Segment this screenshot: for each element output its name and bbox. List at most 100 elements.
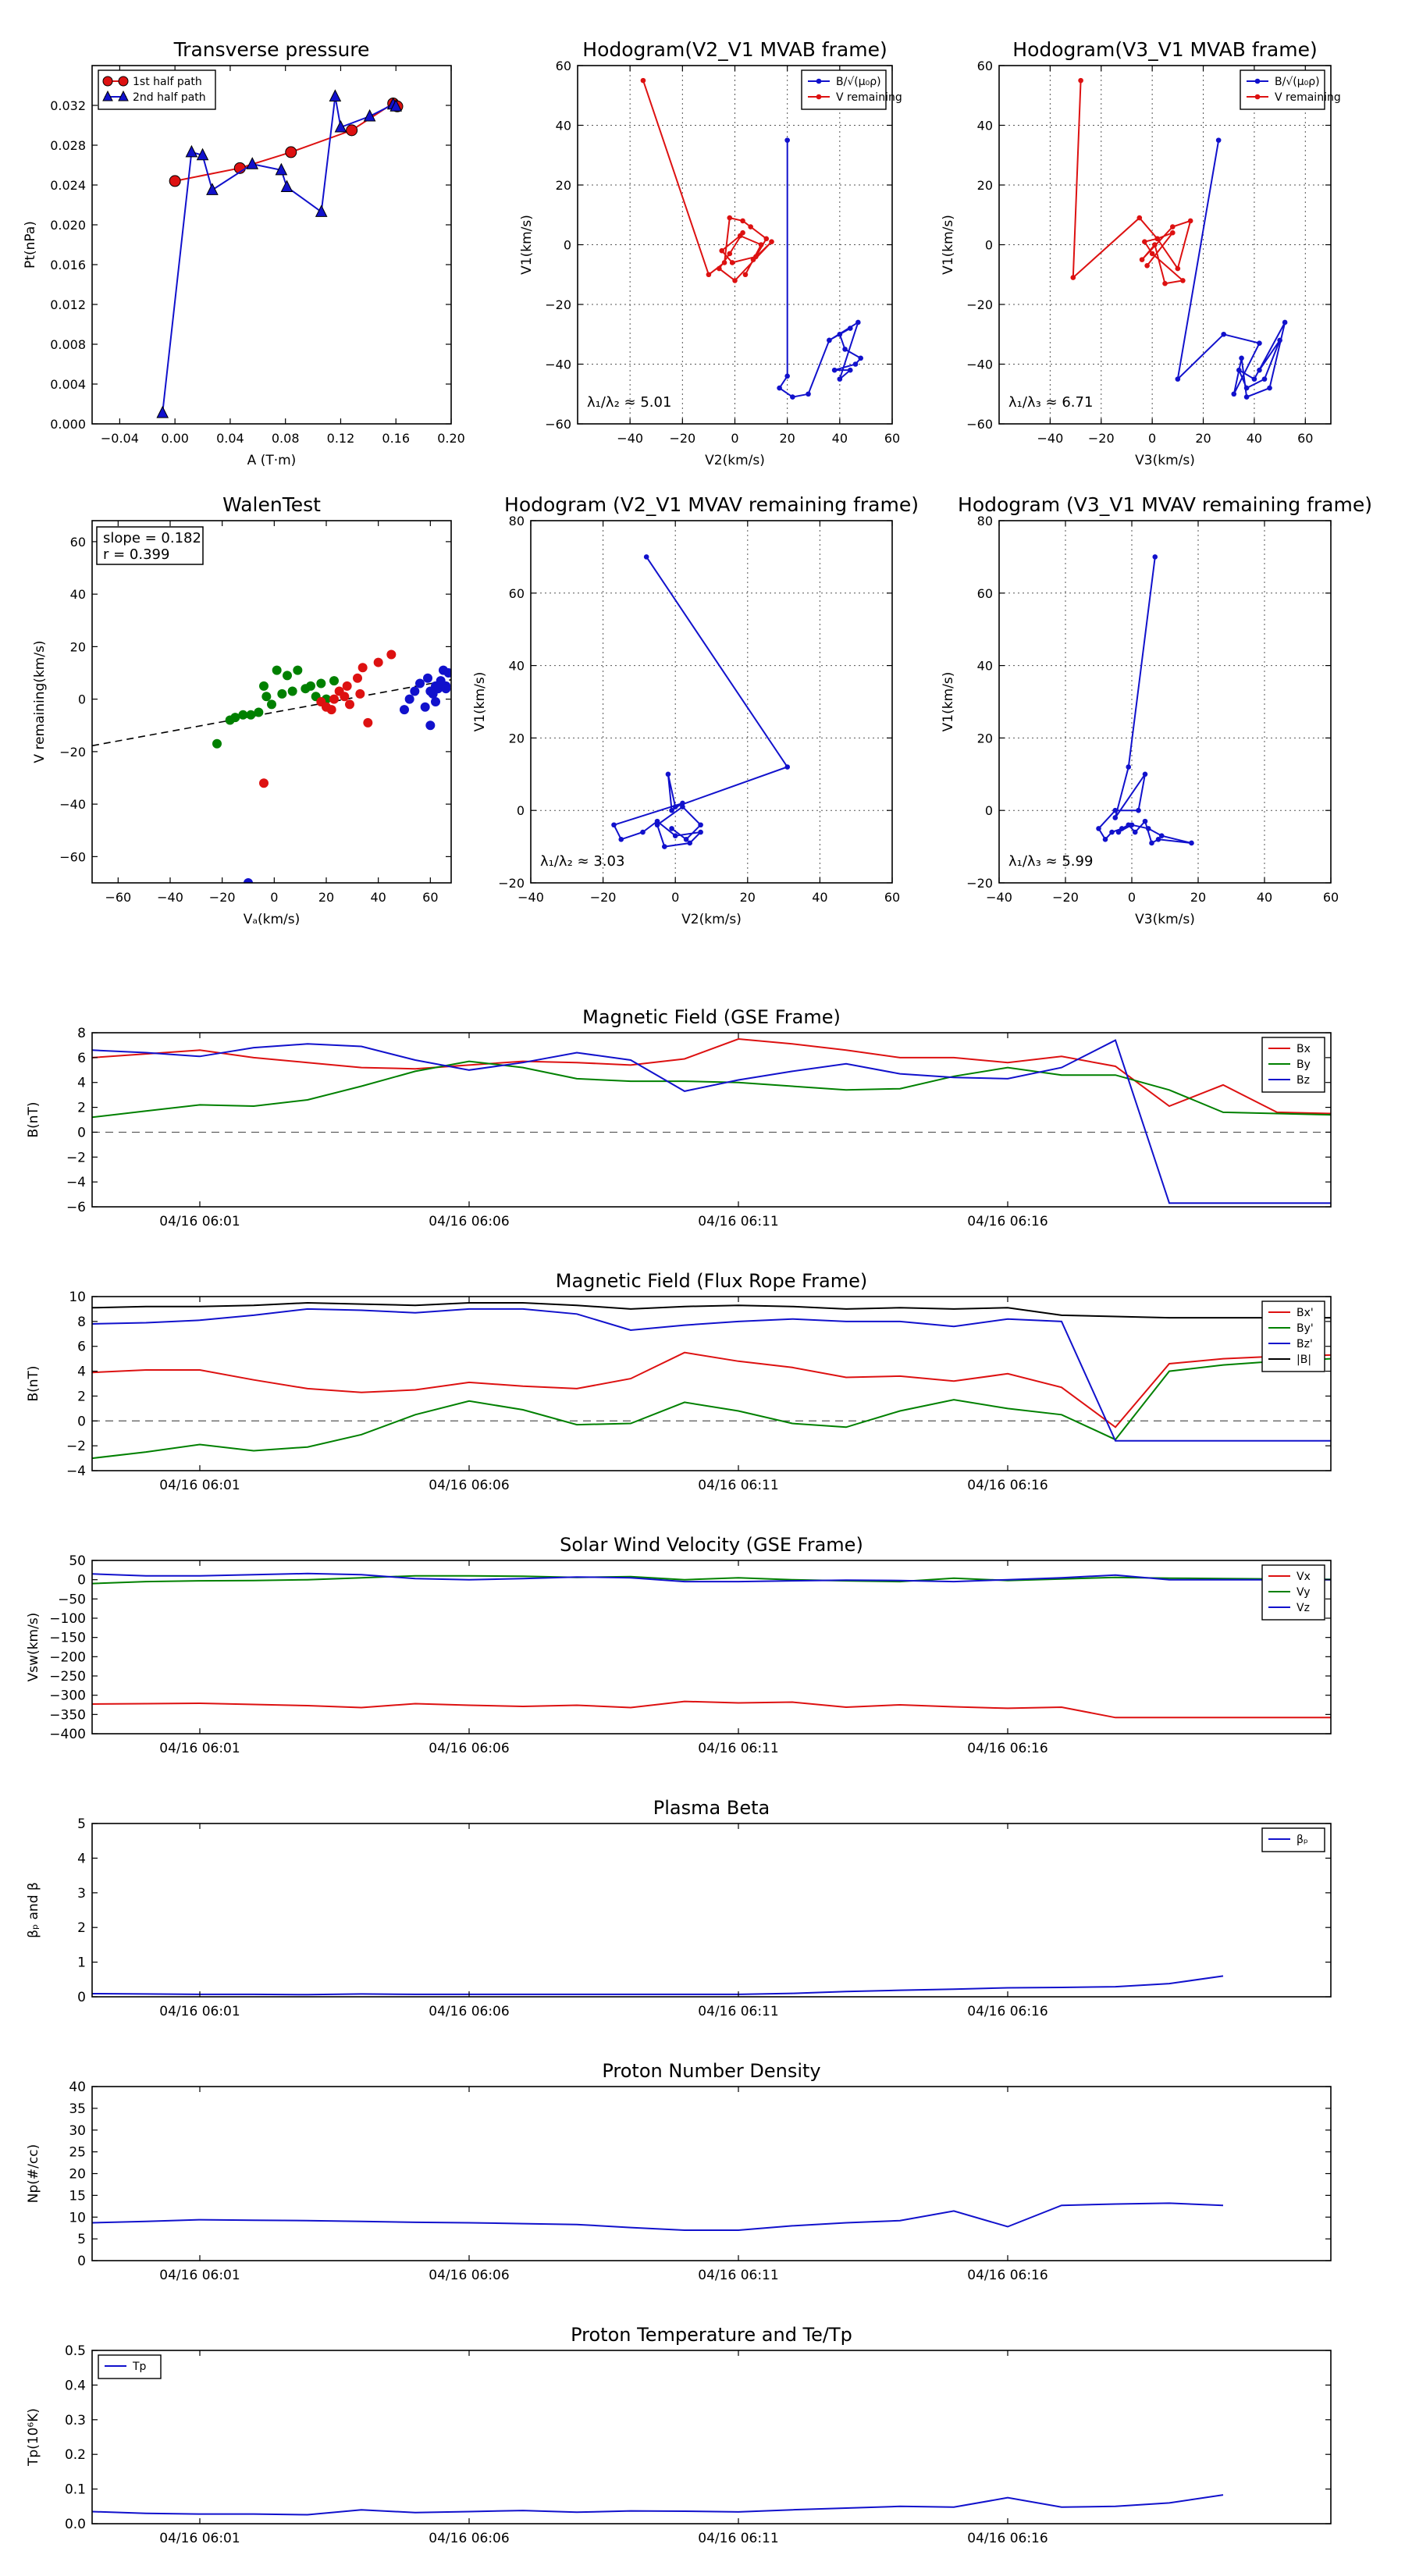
legend: Bx By Bz (1261, 1037, 1325, 1093)
data-point (259, 681, 269, 691)
data-point (831, 367, 838, 373)
x-axis-label: V2(km/s) (705, 453, 765, 468)
y-tick-label: 30 (69, 2123, 86, 2139)
chart-panel-2: −60 −40 −20 0 20 40 60 −40 −20 0 20 40 60 Hodogram(V3… (941, 38, 1341, 468)
y-tick-label: −2 (66, 1150, 86, 1165)
y-tick-label: −60 (966, 417, 993, 432)
series-line (92, 2202, 1224, 2231)
y-tick-label: −40 (545, 358, 571, 372)
y-axis-label: βₚ and β (26, 1882, 41, 1938)
data-point (246, 710, 256, 720)
data-point (855, 319, 861, 326)
x-tick-label: −40 (986, 890, 1012, 905)
data-point (443, 668, 451, 678)
data-point (230, 713, 240, 723)
y-tick-label: −20 (966, 876, 993, 891)
y-tick-label: 40 (977, 659, 993, 674)
data-point (698, 829, 703, 835)
data-point (680, 804, 685, 809)
data-point (1231, 391, 1237, 397)
data-point (719, 247, 725, 254)
series-line (92, 1574, 1331, 1585)
data-point (683, 837, 689, 842)
data-point (206, 183, 219, 195)
chart-title: Hodogram(V3_V1 MVAB frame) (1012, 38, 1317, 61)
y-tick-label: −20 (545, 297, 571, 312)
series-2 (244, 665, 451, 883)
y-tick-label: −2 (66, 1439, 86, 1454)
x-tick-label: 0 (1148, 431, 1156, 446)
data-point (672, 833, 678, 838)
y-tick-label: 40 (69, 2080, 86, 2095)
y-tick-label: 20 (70, 639, 86, 654)
y-tick-label: −6 (66, 1200, 86, 1215)
legend-marker (118, 90, 129, 101)
y-tick-label: 0 (77, 2254, 86, 2269)
series-0 (611, 554, 791, 849)
legend-label: Bx' (1297, 1307, 1314, 1319)
data-point (1078, 77, 1083, 84)
x-tick-label: 04/16 06:16 (967, 1214, 1048, 1229)
plot-frame (91, 1296, 1332, 1471)
series-1 (259, 649, 397, 788)
chart-panel-9: 0 1 2 3 4 5 04/16 06:01 04/16 06:06 04/16 06:11 0… (26, 1797, 1332, 2019)
x-tick-label: −20 (1052, 890, 1079, 905)
x-tick-label: 04/16 06:01 (159, 1741, 240, 1756)
data-point (1243, 385, 1250, 391)
y-tick-label: 0 (77, 1990, 86, 2005)
series-line (162, 96, 397, 414)
chart-panel-1: −60 −40 −20 0 20 40 60 −40 −20 0 20 40 60 Hodogram(V2… (519, 38, 902, 468)
annotation-text: slope = 0.182 (103, 530, 201, 546)
y-axis-label: V1(km/s) (941, 672, 956, 732)
plot-frame (91, 2086, 1332, 2261)
data-point (742, 272, 749, 278)
y-axis-label: Vsw(km/s) (26, 1613, 41, 1682)
x-tick-label: −40 (617, 431, 643, 446)
chart-title: Plasma Beta (653, 1797, 770, 1819)
legend-marker (1254, 94, 1261, 100)
series-line (642, 80, 773, 282)
y-tick-label: −100 (49, 1611, 86, 1627)
x-tick-label: 0.20 (437, 431, 465, 446)
series-line (92, 1060, 1331, 1119)
data-point (750, 257, 756, 262)
data-point (1112, 815, 1119, 820)
legend-marker (816, 94, 822, 100)
series-line (92, 1700, 1331, 1719)
data-point (1152, 554, 1158, 560)
data-point (1221, 331, 1226, 337)
data-point (423, 673, 432, 683)
series-line (92, 1301, 1331, 1319)
legend-label: βₚ (1297, 1834, 1308, 1846)
y-tick-label: 0.1 (65, 2482, 86, 2498)
y-tick-label: 4 (77, 1851, 86, 1866)
data-point (1142, 771, 1148, 777)
data-point (342, 681, 352, 691)
data-point (285, 146, 297, 158)
plot-frame (530, 520, 893, 884)
data-point (640, 77, 646, 84)
data-point (1267, 385, 1272, 391)
data-point (732, 278, 738, 283)
series-line (92, 1039, 1331, 1204)
data-point (1158, 833, 1165, 838)
data-point (169, 175, 181, 187)
data-point (389, 99, 403, 112)
series-0 (1096, 554, 1194, 846)
series-3 (92, 1301, 1331, 1319)
data-point (315, 205, 328, 217)
data-point (654, 818, 660, 824)
data-point (1162, 280, 1168, 286)
data-point (1277, 337, 1282, 343)
y-tick-label: −4 (66, 1464, 86, 1479)
chart-title: Hodogram (V3_V1 MVAV remaining frame) (958, 493, 1372, 516)
data-point (618, 837, 624, 842)
y-tick-label: 50 (69, 1553, 86, 1569)
series-line (1176, 140, 1286, 398)
data-point (1136, 215, 1143, 221)
data-point (196, 148, 209, 161)
data-point (1070, 275, 1076, 280)
y-tick-label: 20 (977, 178, 993, 193)
chart-title: Hodogram(V2_V1 MVAB frame) (582, 38, 887, 61)
y-tick-label: 0.004 (50, 377, 86, 392)
